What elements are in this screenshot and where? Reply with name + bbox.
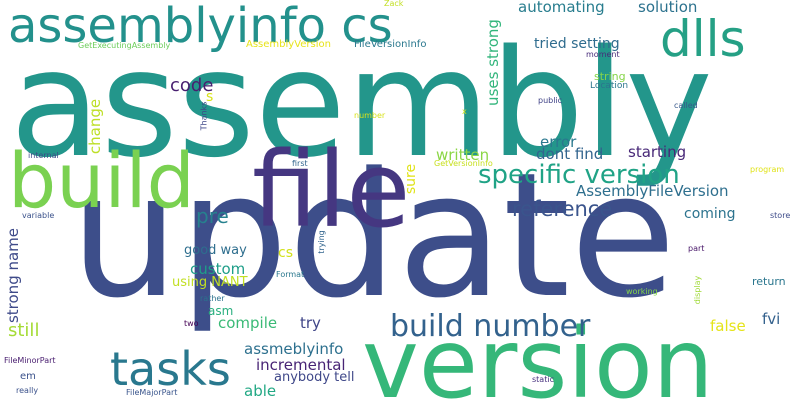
word-public: public bbox=[538, 96, 563, 105]
word-written: written bbox=[436, 146, 490, 164]
word-moment: moment bbox=[586, 50, 620, 59]
word-trying: trying bbox=[316, 230, 326, 254]
word-dlls: dlls bbox=[660, 10, 746, 68]
word-rather: rather bbox=[200, 294, 225, 303]
word-using-nant: using NANT bbox=[172, 275, 248, 290]
word-pre: pre bbox=[196, 204, 229, 228]
word-first: first bbox=[292, 159, 308, 168]
word-automating: automating bbox=[518, 0, 605, 16]
word-store: store bbox=[770, 211, 791, 220]
word-assemblyinfo-cs: assemblyinfo cs bbox=[8, 0, 393, 54]
word-version: version bbox=[362, 308, 714, 400]
word-string: string bbox=[594, 70, 626, 83]
word-custom: custom bbox=[190, 260, 246, 278]
word-still: still bbox=[8, 320, 40, 341]
word-part: part bbox=[688, 244, 705, 253]
word-sure: sure bbox=[403, 163, 420, 195]
word-format: Format bbox=[276, 270, 305, 279]
word-asm: asm bbox=[208, 304, 234, 318]
word-uses-strong: uses strong bbox=[483, 19, 502, 106]
word-zack: Zack bbox=[384, 0, 404, 8]
word-update: update bbox=[70, 135, 677, 336]
word-return: return bbox=[752, 275, 786, 288]
word-cs: cs bbox=[278, 245, 293, 261]
word-tried-setting: tried setting bbox=[534, 36, 620, 52]
word-change: change bbox=[86, 98, 105, 155]
word-getexecutingassembly: GetExecutingAssembly bbox=[78, 41, 171, 50]
word-build-number: build number bbox=[390, 309, 591, 344]
word-try: try bbox=[300, 314, 321, 332]
word-reference: reference bbox=[512, 197, 613, 221]
word-static: static bbox=[532, 375, 554, 384]
word-code: code bbox=[170, 75, 214, 96]
word-assembly: assembly bbox=[10, 18, 713, 190]
word-number: number bbox=[354, 111, 386, 120]
word-internal: internal bbox=[28, 151, 59, 160]
word-really: really bbox=[16, 386, 39, 395]
word-assemblyfileversion: AssemblyFileVersion bbox=[576, 182, 729, 200]
word-called: called bbox=[674, 101, 698, 110]
word-able: able bbox=[244, 382, 277, 400]
word-assmeblyinfo: assmeblyinfo bbox=[244, 340, 344, 358]
word-false: false bbox=[710, 317, 746, 335]
word-two: two bbox=[184, 319, 199, 328]
word-file: file bbox=[252, 129, 411, 251]
word-s: s bbox=[206, 89, 214, 105]
word-em: em bbox=[20, 371, 36, 382]
word-working: working bbox=[626, 287, 658, 296]
word-thanks: Thanks bbox=[199, 101, 209, 131]
word-specific-version: specific version bbox=[478, 160, 680, 190]
word-x: x bbox=[462, 107, 467, 116]
word-compile: compile bbox=[218, 314, 278, 332]
word-dont-find: dont find bbox=[536, 145, 604, 163]
word-strong-name: strong name bbox=[4, 227, 23, 324]
word-solution: solution bbox=[638, 0, 698, 16]
word-program: program bbox=[750, 165, 785, 174]
word-getversioninfo: GetVersionInfo bbox=[434, 159, 493, 168]
word-coming: coming bbox=[684, 206, 736, 222]
word-good-way: good way bbox=[184, 243, 247, 258]
word-display: display bbox=[693, 275, 703, 305]
word-incremental: incremental bbox=[256, 356, 346, 374]
word-starting: starting bbox=[628, 143, 687, 161]
word-variable: variable bbox=[22, 211, 55, 220]
word-fileminorpart: FileMinorPart bbox=[4, 356, 56, 365]
word-anybody-tell: anybody tell bbox=[274, 370, 355, 385]
word-error: error bbox=[540, 133, 577, 151]
word-location: Location bbox=[590, 81, 629, 91]
word-tasks: tasks bbox=[110, 342, 231, 396]
word-fvi: fvi bbox=[762, 310, 781, 328]
word-fileversioninfo: FileVersionInfo bbox=[354, 39, 427, 50]
word-build: build bbox=[8, 136, 195, 225]
word-assemblyversion: AssemblyVersion bbox=[246, 39, 331, 50]
word-filemajorpart: FileMajorPart bbox=[126, 388, 178, 397]
